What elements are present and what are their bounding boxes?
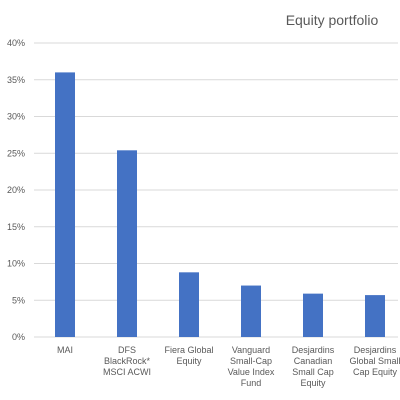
gridlines [34,42,398,338]
bars [55,72,385,338]
y-tick-label: 40% [7,38,25,48]
y-axis-ticks: 0% 5% 10% 15% 20% 25% 30% 35% 40% [7,38,25,342]
x-axis-labels: MAI DFS BlackRock* MSCI ACWI Fiera Global Equ… [57,345,400,388]
chart-title: Equity portfolio [286,12,379,28]
y-tick-label: 30% [7,112,25,122]
y-tick-label: 0% [12,332,25,342]
x-category-label: DFS BlackRock* MSCI ACWI [103,345,151,377]
x-category-label: MAI [57,345,73,355]
bar [303,293,323,337]
x-category-label: Fiera Global Equity [164,345,213,366]
x-category-label: Vanguard Small-Cap Value Index Fund [228,345,275,388]
x-category-label: Desjardins Canadian Small Cap Equity [292,345,335,388]
y-tick-label: 25% [7,148,25,158]
bar [55,72,75,338]
bar [179,272,199,337]
bar [117,150,137,337]
bar [365,295,385,337]
y-tick-label: 15% [7,222,25,232]
y-tick-label: 35% [7,75,25,85]
y-tick-label: 20% [7,185,25,195]
y-tick-label: 5% [12,295,25,305]
y-tick-label: 10% [7,259,25,269]
bar [241,285,261,337]
x-category-label: Desjardins Global Small Cap Equity [349,345,400,377]
